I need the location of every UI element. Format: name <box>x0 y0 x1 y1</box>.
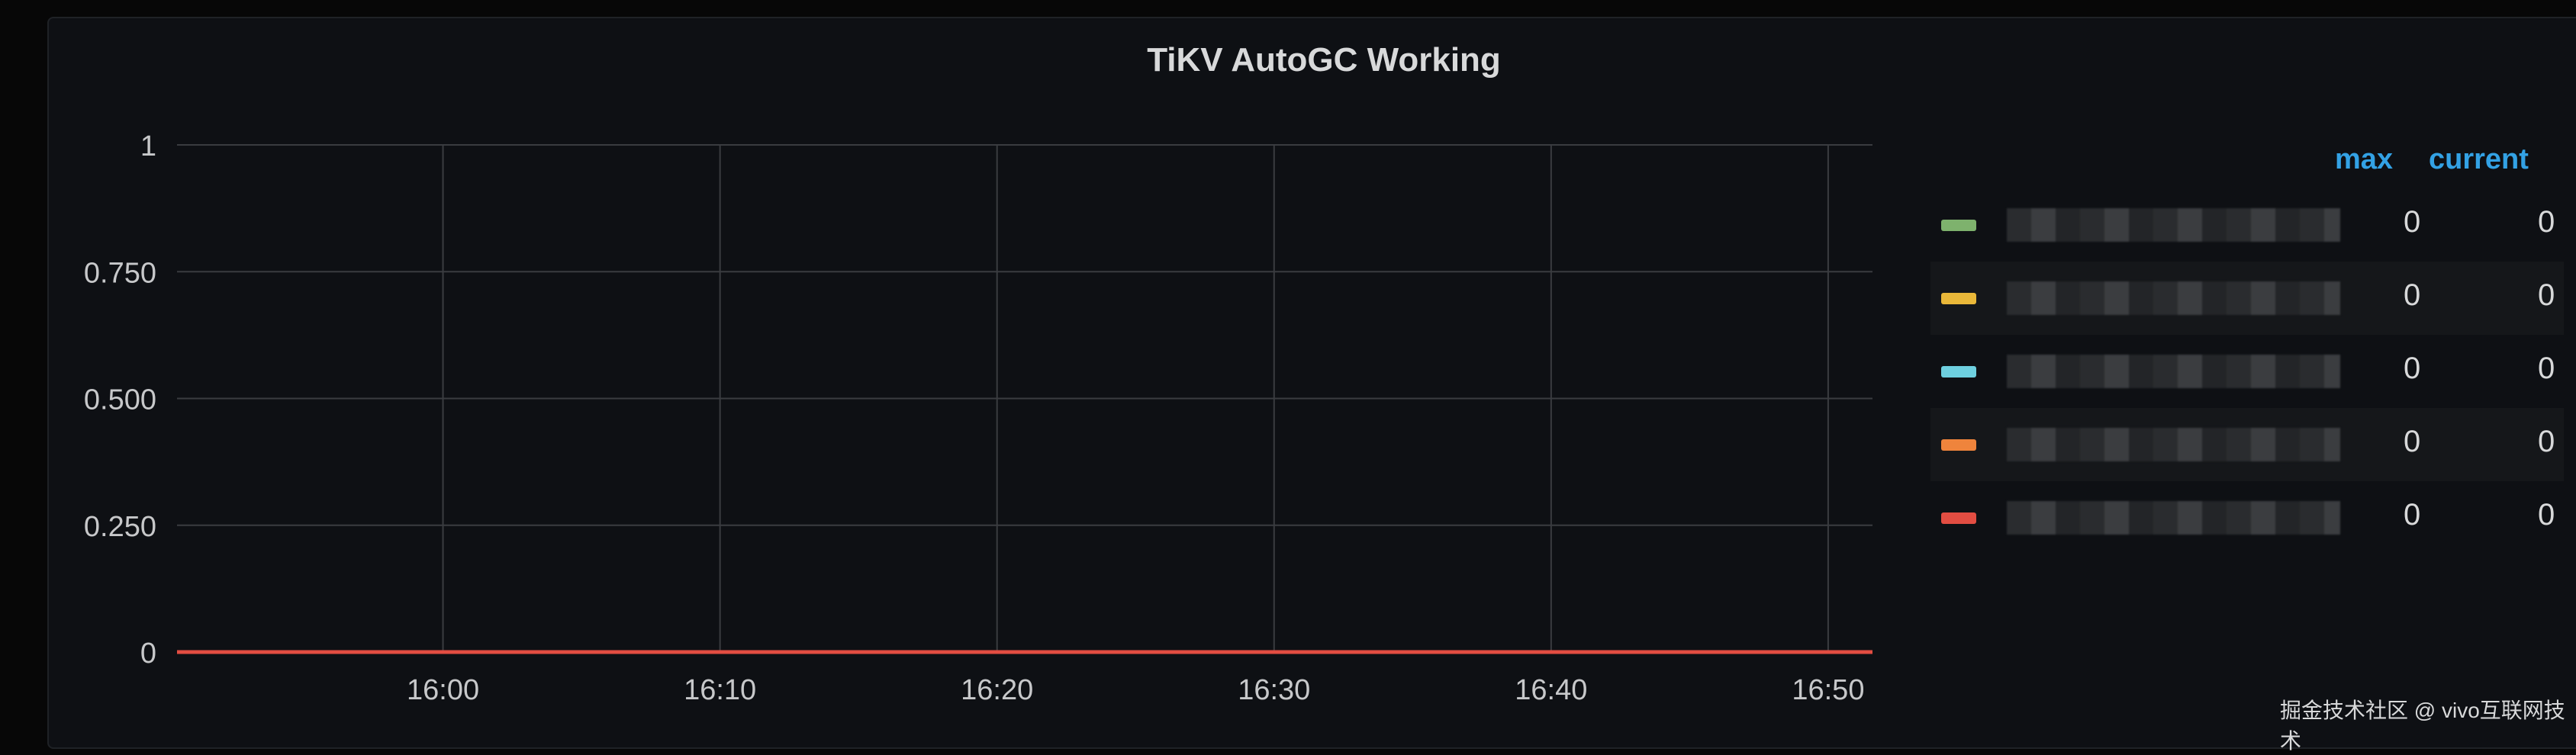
legend-current-value: 0 <box>2538 425 2555 458</box>
legend-color-swatch[interactable] <box>1941 512 1976 524</box>
legend-current-value: 0 <box>2538 205 2555 239</box>
legend-max-value: 0 <box>2404 278 2421 312</box>
legend-header-max[interactable]: max <box>2335 143 2394 175</box>
legend-series-name-redacted[interactable] <box>2007 501 2340 535</box>
legend-item[interactable]: 0 0 <box>1930 481 2564 554</box>
x-tick-label: 16:10 <box>684 674 756 706</box>
legend-item[interactable]: 0 0 <box>1930 188 2564 262</box>
y-tick-label: 0.500 <box>84 384 156 416</box>
legend-item[interactable]: 0 0 <box>1930 262 2564 335</box>
chart-svg: TiKV AutoGC Working 0 0.250 0.500 0.750 1 16… <box>84 41 1872 706</box>
y-tick-label: 0 <box>140 638 156 670</box>
legend-current-value: 0 <box>2538 498 2555 532</box>
legend-item[interactable]: 0 0 <box>1930 408 2564 481</box>
panel-title[interactable]: TiKV AutoGC Working <box>1147 41 1501 79</box>
y-tick-label: 0.750 <box>84 257 156 289</box>
legend-color-swatch[interactable] <box>1941 366 1976 378</box>
legend-series-name-redacted[interactable] <box>2007 355 2340 388</box>
x-tick-label: 16:20 <box>961 674 1033 706</box>
legend-color-swatch[interactable] <box>1941 220 1976 231</box>
y-tick-label: 1 <box>140 130 156 162</box>
legend-item[interactable]: 0 0 <box>1930 335 2564 408</box>
legend-color-swatch[interactable] <box>1941 439 1976 451</box>
legend-series-name-redacted[interactable] <box>2007 428 2340 461</box>
legend-current-value: 0 <box>2538 352 2555 385</box>
legend-max-value: 0 <box>2404 352 2421 385</box>
y-tick-label: 0.250 <box>84 511 156 543</box>
x-tick-label: 16:40 <box>1515 674 1587 706</box>
x-tick-label: 16:50 <box>1792 674 1864 706</box>
legend-header-current[interactable]: current <box>2429 143 2529 175</box>
legend-series-name-redacted[interactable] <box>2007 281 2340 315</box>
legend-max-value: 0 <box>2404 425 2421 458</box>
x-tick-label: 16:00 <box>407 674 479 706</box>
watermark: 掘金技术社区 @ vivo互联网技术 <box>2280 699 2565 753</box>
legend-max-value: 0 <box>2404 498 2421 532</box>
legend-current-value: 0 <box>2538 278 2555 312</box>
x-tick-label: 16:30 <box>1238 674 1310 706</box>
legend-color-swatch[interactable] <box>1941 293 1976 304</box>
legend-series-name-redacted[interactable] <box>2007 208 2340 242</box>
legend-max-value: 0 <box>2404 205 2421 239</box>
